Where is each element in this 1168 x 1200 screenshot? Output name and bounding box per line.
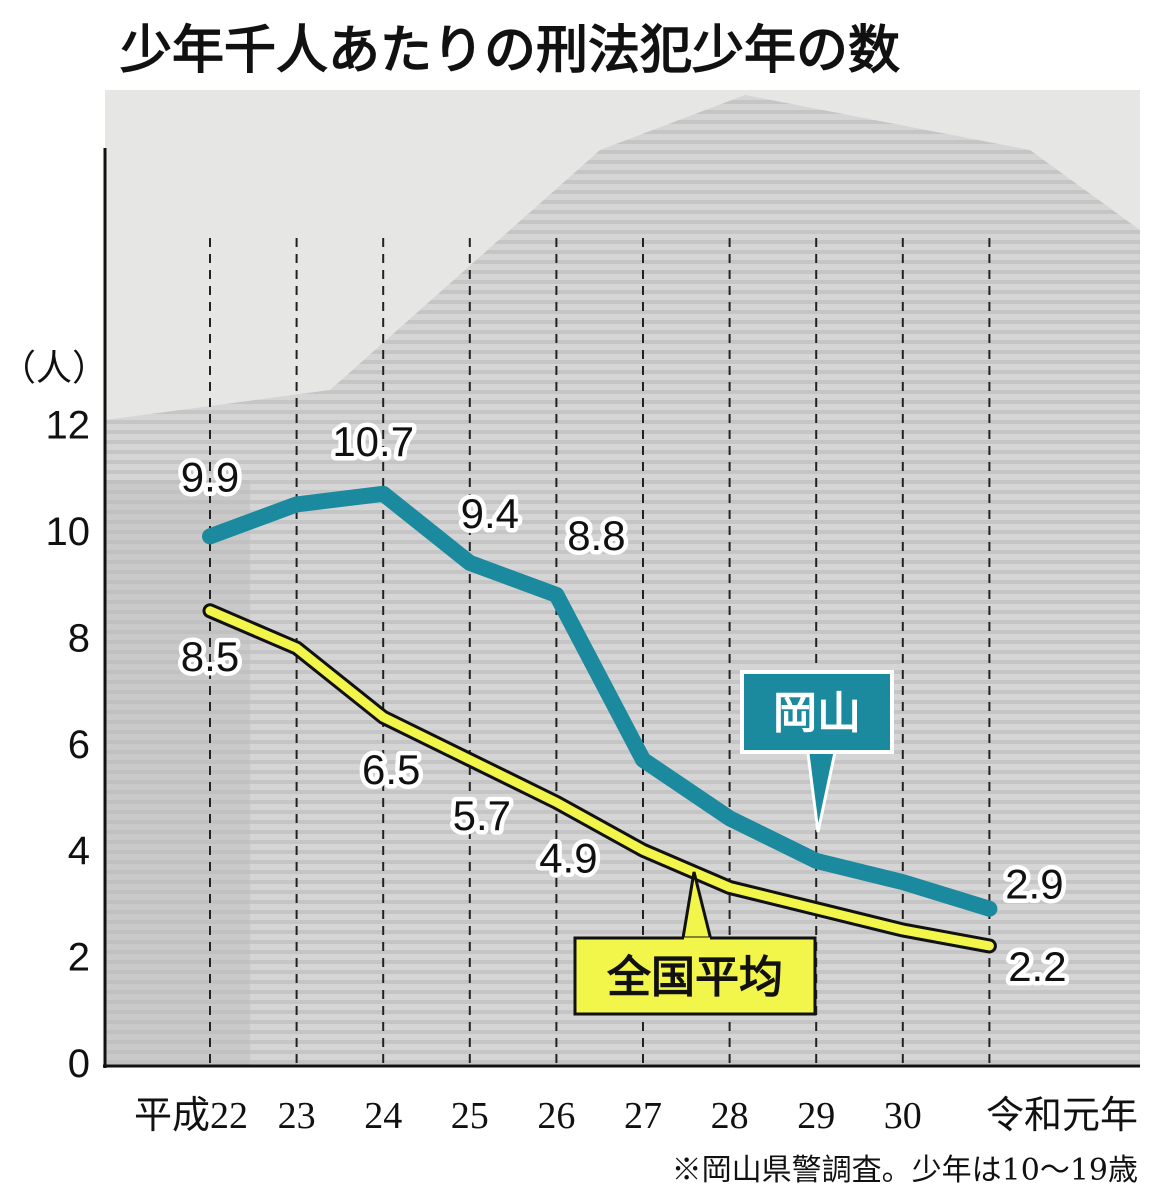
y-tick-label: 8	[68, 616, 90, 660]
y-axis-unit: （人）	[0, 348, 108, 389]
data-label: 2.2	[1008, 943, 1066, 990]
y-tick-label: 2	[68, 936, 90, 980]
y-tick-label: 10	[46, 510, 91, 554]
source-note: ※岡山県警調査。少年は10〜19歳	[672, 1153, 1138, 1188]
x-tick-label: 28	[711, 1095, 749, 1137]
data-label: 2.9	[1005, 861, 1063, 908]
series-line-national	[205, 606, 994, 951]
x-tick-label: 23	[278, 1095, 316, 1137]
legend-label-national: 全国平均	[606, 952, 783, 1003]
data-label: 4.9	[539, 834, 597, 881]
x-tick-label: 29	[797, 1095, 835, 1137]
x-tick-label: 24	[364, 1095, 402, 1137]
y-tick-labels: 0 2 4 6 8 10 12	[46, 404, 91, 1086]
data-label: 9.9	[181, 453, 239, 500]
x-tick-label: 25	[451, 1095, 489, 1137]
series-lines	[202, 485, 998, 954]
x-tick-label: 令和元年	[986, 1095, 1138, 1137]
x-tick-label: 30	[884, 1095, 922, 1137]
data-label: 9.4	[461, 490, 519, 537]
y-tick-label: 6	[68, 723, 90, 767]
legend-label-okayama: 岡山	[773, 688, 861, 739]
y-tick-label: 0	[68, 1042, 90, 1086]
data-label: 8.8	[567, 512, 625, 559]
data-labels: 9.9 10.7 9.4 8.8 2.9 8.5 6.5 5.7 4.9 2.2	[176, 413, 1071, 994]
x-tick-labels: 平成22 23 24 25 26 27 28 29 30 令和元年	[134, 1095, 1138, 1137]
data-label: 5.7	[453, 792, 511, 839]
data-label: 10.7	[332, 418, 414, 465]
y-tick-label: 4	[68, 829, 90, 873]
x-tick-label: 27	[624, 1095, 662, 1137]
data-label: 6.5	[362, 746, 420, 793]
x-tick-label: 26	[537, 1095, 575, 1137]
legend-okayama: 岡山	[740, 670, 894, 833]
y-tick-label: 12	[46, 404, 91, 448]
legend-national-average: 全国平均	[573, 871, 817, 1016]
x-tick-label: 平成22	[134, 1095, 248, 1137]
series-line-okayama	[202, 485, 998, 917]
data-label: 8.5	[181, 633, 239, 680]
chart-title: 少年千人あたりの刑法犯少年の数	[120, 21, 900, 81]
